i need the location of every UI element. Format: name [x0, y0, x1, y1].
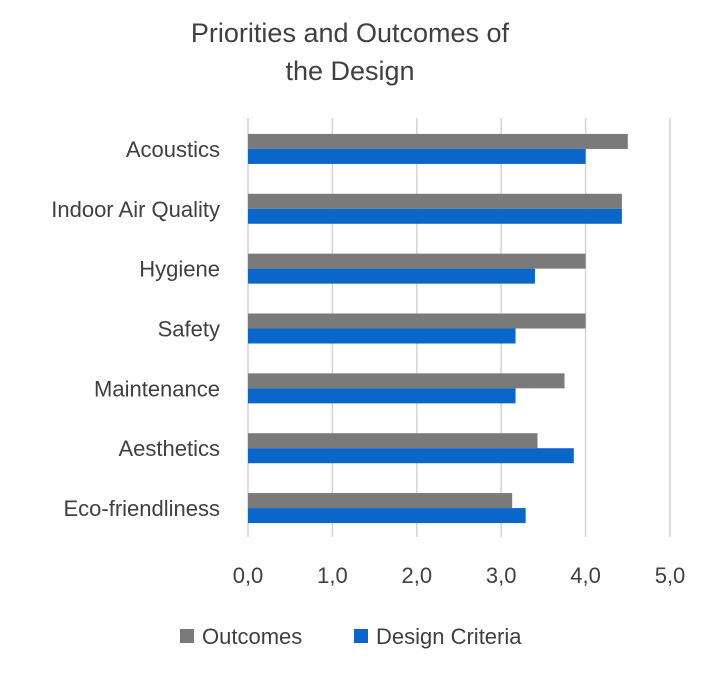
category-labels: Acoustics Indoor Air Quality Hygiene Safety… [51, 137, 220, 521]
legend-swatch [180, 629, 194, 643]
bar-outcomes [248, 373, 565, 389]
legend-swatch [354, 629, 368, 643]
x-tick-label: 2,0 [402, 563, 433, 588]
bar-design-criteria [248, 148, 586, 164]
bar-design-criteria [248, 268, 535, 284]
chart-title: Priorities and Outcomes of the Design [191, 18, 510, 86]
bars [248, 133, 628, 524]
chart-title-line: Priorities and Outcomes of [191, 18, 510, 48]
x-tick-label: 1,0 [317, 563, 348, 588]
category-label: Indoor Air Quality [51, 197, 220, 222]
category-label: Safety [158, 317, 220, 342]
category-label: Acoustics [126, 137, 220, 162]
bar-outcomes [248, 433, 538, 449]
bar-design-criteria [248, 448, 574, 464]
bar-outcomes [248, 253, 586, 269]
bar-outcomes [248, 193, 622, 209]
x-tick-label: 4,0 [570, 563, 601, 588]
legend-label: Design Criteria [376, 624, 522, 649]
category-label: Eco-friendliness [63, 496, 220, 521]
bar-design-criteria [248, 508, 526, 524]
bar-outcomes [248, 133, 628, 149]
category-label: Hygiene [139, 257, 220, 282]
bar-design-criteria [248, 328, 516, 344]
category-label: Maintenance [94, 376, 220, 401]
category-label: Aesthetics [119, 436, 221, 461]
legend: Outcomes Design Criteria [180, 624, 522, 649]
x-tick-label: 5,0 [655, 563, 686, 588]
bar-design-criteria [248, 388, 516, 404]
chart-title-line: the Design [285, 56, 414, 86]
x-axis-ticks: 0,0 1,0 2,0 3,0 4,0 5,0 [233, 563, 686, 588]
x-tick-label: 3,0 [486, 563, 517, 588]
x-tick-label: 0,0 [233, 563, 264, 588]
bar-design-criteria [248, 208, 622, 224]
bar-outcomes [248, 313, 586, 329]
bar-outcomes [248, 493, 513, 509]
legend-label: Outcomes [202, 624, 302, 649]
